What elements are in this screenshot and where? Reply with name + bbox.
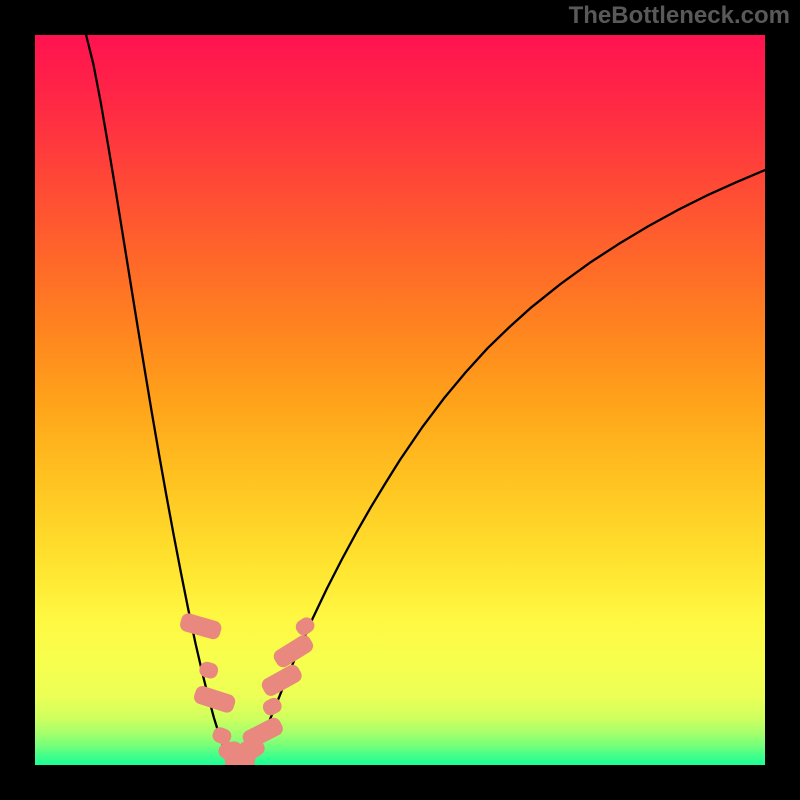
watermark-text: TheBottleneck.com bbox=[569, 2, 790, 30]
chart-svg bbox=[35, 35, 765, 765]
gradient-background bbox=[35, 35, 765, 765]
plot-area bbox=[35, 35, 765, 765]
figure-root: TheBottleneck.com bbox=[0, 0, 800, 800]
